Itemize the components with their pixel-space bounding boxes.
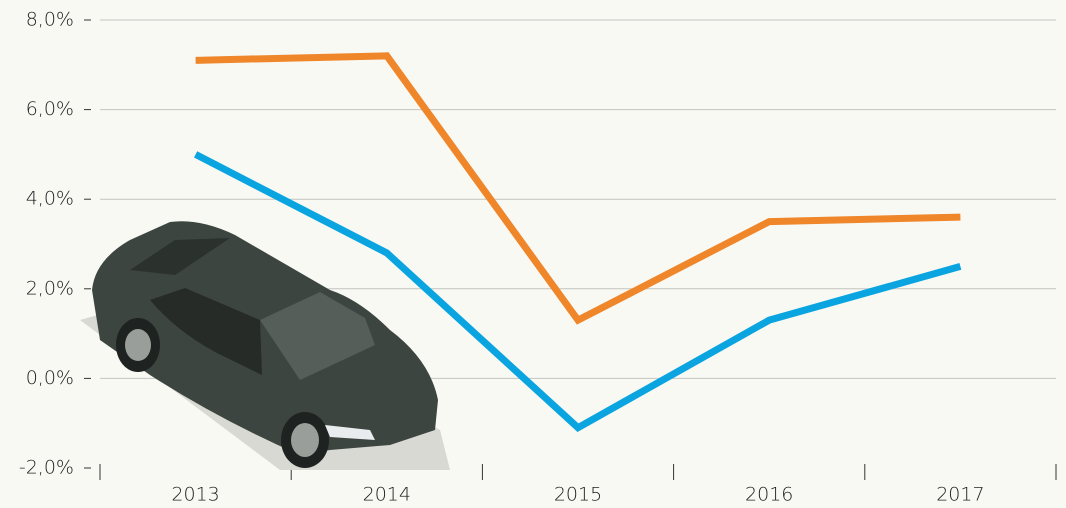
y-tick-label: -2,0%: [19, 457, 74, 479]
y-tick-label: 4,0%: [26, 188, 74, 210]
x-tick-label: 2015: [554, 484, 602, 506]
page: {"chart_data": {"type": "line", "categor…: [0, 0, 1066, 508]
x-tick-label: 2017: [936, 484, 984, 506]
y-tick-label: 2,0%: [26, 277, 74, 299]
car-rim: [125, 329, 151, 361]
x-tick-label: 2013: [171, 484, 219, 506]
y-tick-label: 8,0%: [26, 9, 74, 31]
car-rim: [291, 423, 319, 457]
x-tick-label: 2016: [745, 484, 793, 506]
x-tick-label: 2014: [363, 484, 411, 506]
y-tick-label: 6,0%: [26, 98, 74, 120]
y-tick-label: 0,0%: [26, 367, 74, 389]
chart: -2,0% 0,0% 2,0% 4,0% 6,0% 8,0% 2013 2014 2015 201…: [0, 0, 1066, 508]
